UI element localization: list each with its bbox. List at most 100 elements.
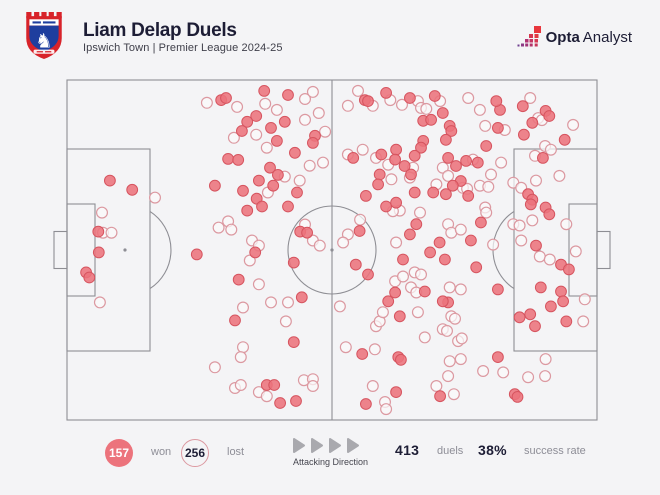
- duel-point-lost: [430, 380, 443, 393]
- duel-point-won: [480, 140, 493, 152]
- duel-point-won: [404, 92, 416, 104]
- duel-point-won: [516, 100, 529, 113]
- duel-point-won: [427, 186, 440, 199]
- duel-point-lost: [543, 253, 556, 266]
- duel-point-won: [470, 261, 483, 274]
- duel-point-won: [492, 122, 504, 134]
- duel-point-lost: [95, 206, 108, 219]
- duel-point-won: [557, 295, 569, 308]
- duel-point-lost: [200, 96, 213, 109]
- duel-point-lost: [376, 306, 389, 319]
- duel-point-won: [83, 271, 96, 284]
- duel-point-won: [408, 149, 421, 162]
- duel-point-lost: [442, 370, 455, 383]
- duel-point-won: [126, 183, 139, 196]
- duel-point-won: [442, 152, 455, 164]
- duel-point-won: [397, 253, 409, 266]
- duel-point-won: [268, 379, 281, 391]
- duel-point-won: [424, 246, 437, 259]
- duel-point-won: [237, 184, 249, 197]
- duel-point-won: [92, 246, 105, 259]
- duel-point-lost: [250, 128, 263, 141]
- duel-point-lost: [319, 125, 332, 138]
- duel-point-won: [492, 283, 504, 296]
- lost-label: lost: [227, 446, 245, 458]
- duel-point-won: [393, 310, 406, 323]
- duel-point-lost: [497, 366, 510, 379]
- duel-point-lost: [495, 156, 508, 169]
- duel-point-lost: [341, 99, 354, 112]
- duel-point-lost: [524, 91, 537, 104]
- duel-point-lost: [455, 332, 468, 345]
- left-penalty-spot: [123, 248, 127, 252]
- duel-point-lost: [414, 206, 427, 219]
- won-badge: 157: [105, 439, 133, 467]
- duel-point-won: [362, 95, 374, 107]
- duel-point-won: [405, 168, 417, 181]
- duel-point-lost: [443, 281, 456, 294]
- attacking-direction-label: Attacking Direction: [292, 457, 369, 467]
- duel-point-won: [524, 198, 537, 211]
- duel-point-won: [190, 248, 203, 261]
- duel-point-lost: [237, 341, 250, 354]
- duel-point-won: [524, 308, 537, 321]
- duel-point-lost: [313, 239, 326, 252]
- duel-point-won: [229, 314, 241, 327]
- duel-point-lost: [105, 226, 118, 239]
- duel-point-won: [256, 200, 268, 213]
- duel-point-lost: [454, 223, 467, 236]
- duel-point-lost: [312, 106, 325, 119]
- duel-point-won: [380, 200, 393, 213]
- duel-point-won: [287, 256, 300, 269]
- duel-point-won: [415, 141, 427, 154]
- duel-point-won: [360, 398, 372, 410]
- duel-point-lost: [449, 312, 462, 325]
- duel-point-lost: [526, 214, 539, 227]
- duel-point-lost: [237, 301, 250, 314]
- duel-point-won: [418, 285, 431, 298]
- duel-point-lost: [418, 331, 431, 344]
- duel-point-lost: [306, 85, 319, 98]
- duel-point-won: [434, 390, 447, 403]
- duel-point-won: [372, 178, 385, 191]
- duel-point-lost: [337, 236, 350, 249]
- duel-point-lost: [390, 236, 403, 249]
- duel-point-won: [465, 234, 477, 247]
- duel-point-won: [395, 353, 407, 366]
- duel-point-lost: [529, 174, 542, 187]
- duel-point-won: [428, 90, 441, 102]
- duel-point-won: [282, 200, 294, 213]
- duel-point-won: [433, 236, 446, 249]
- duel-point-won: [390, 386, 403, 399]
- duel-point-lost: [234, 351, 247, 364]
- duel-point-won: [236, 125, 248, 137]
- duel-point-lost: [396, 98, 409, 111]
- duel-point-lost: [333, 300, 346, 313]
- duel-point-won: [475, 216, 487, 229]
- duel-point-won: [408, 186, 421, 199]
- duel-point-won: [543, 208, 556, 221]
- duel-point-won: [356, 348, 369, 360]
- pitch-lines: [53, 79, 611, 421]
- duel-point-won: [530, 239, 542, 252]
- duel-point-lost: [234, 379, 247, 392]
- duel-point-won: [440, 188, 452, 201]
- duel-point-lost: [515, 234, 528, 247]
- duel-point-won: [274, 397, 287, 409]
- duel-point-lost: [231, 100, 244, 113]
- duel-point-won: [560, 315, 573, 328]
- duel-point-won: [264, 161, 276, 174]
- brand-regular: Analyst: [582, 29, 632, 46]
- duel-point-won: [436, 295, 449, 308]
- attacking-direction-arrows-icon: [293, 438, 359, 453]
- duel-point-won: [390, 196, 403, 209]
- duel-point-lost: [306, 380, 319, 393]
- duel-point-lost: [212, 221, 225, 234]
- duel-point-lost: [299, 92, 312, 105]
- duel-point-lost: [366, 380, 379, 393]
- duel-point-lost: [522, 371, 535, 384]
- duels-value: 413: [395, 442, 420, 458]
- duel-point-lost: [227, 131, 240, 144]
- duel-point-won: [389, 286, 402, 299]
